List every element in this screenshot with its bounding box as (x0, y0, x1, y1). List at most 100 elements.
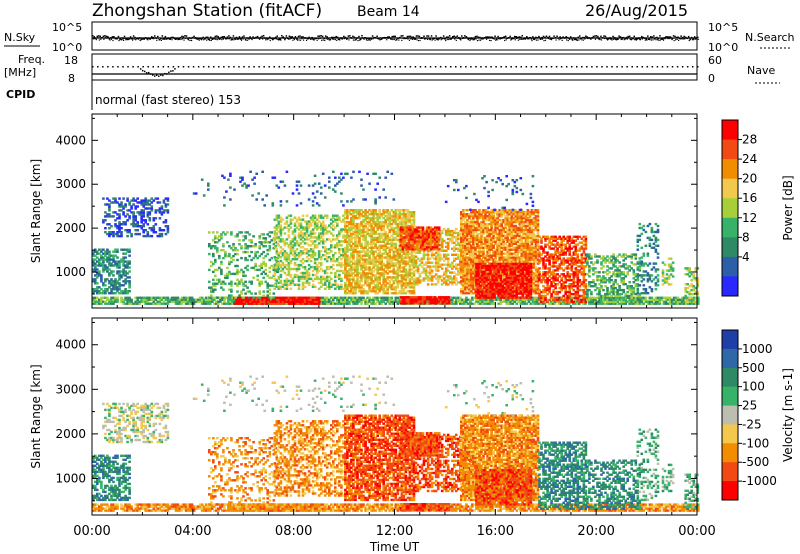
echo-cell (321, 216, 325, 219)
echo-cell (435, 300, 439, 303)
echo-cell (402, 260, 406, 263)
nsearch-dot (513, 38, 515, 40)
echo-cell (390, 238, 394, 242)
echo-cell (396, 218, 400, 222)
echo-cell (384, 292, 387, 295)
echo-cell (273, 287, 277, 290)
echo-cell (252, 276, 255, 279)
echo-cell (382, 274, 385, 277)
echo-cell (378, 248, 381, 251)
nave-dot (213, 66, 215, 68)
echo-cell (610, 298, 613, 301)
echo-cell (102, 264, 105, 267)
echo-cell (396, 228, 400, 232)
echo-cell (372, 260, 375, 263)
echo-cell (588, 296, 591, 299)
echo-cell (120, 232, 123, 236)
echo-cell (338, 269, 341, 273)
echo-cell (539, 298, 543, 301)
echo-cell (287, 246, 291, 249)
echo-cell (242, 282, 245, 285)
echo-cell (390, 216, 394, 220)
nsearch-dot (478, 39, 480, 41)
echo-cell (313, 240, 317, 243)
echo-cell (344, 246, 347, 249)
echo-cell (350, 232, 353, 236)
nave-dot (530, 66, 533, 68)
echo-cell (279, 273, 283, 277)
echo-cell (386, 282, 389, 285)
echo-cell (396, 284, 400, 287)
echo-cell (364, 250, 367, 253)
echo-cell (598, 302, 601, 305)
echo-cell (268, 241, 272, 244)
nsearch-dot (183, 39, 185, 41)
echo-cell (505, 302, 508, 305)
echo-cell (364, 282, 367, 285)
echo-cell (328, 248, 331, 251)
echo-cell (410, 260, 414, 263)
nsearch-dot (544, 39, 547, 41)
echo-cell (344, 220, 347, 224)
echo-cell (441, 302, 445, 305)
echo-cell (370, 211, 373, 214)
echo-cell (277, 285, 281, 288)
echo-cell (664, 298, 668, 301)
echo-cell (358, 224, 361, 228)
echo-cell (152, 227, 156, 230)
echo-cell (392, 238, 396, 242)
echo-cell (408, 268, 412, 271)
echo-cell (372, 220, 375, 224)
echo-cell (124, 203, 127, 206)
echo-cell (342, 218, 345, 221)
echo-cell (344, 256, 347, 259)
nsky-dot (545, 35, 548, 37)
echo-cell (108, 298, 111, 301)
echo-cell (354, 230, 357, 234)
echo-cell (134, 225, 137, 228)
echo-cell (384, 236, 387, 240)
echo-cell (279, 281, 283, 285)
nsearch-dot (242, 38, 244, 40)
nave-label: Nave (747, 64, 775, 77)
echo-cell (204, 296, 208, 299)
echo-cell (405, 298, 409, 301)
echo-cell (419, 300, 423, 303)
echo-cell (372, 252, 375, 255)
echo-cell (354, 292, 357, 295)
echo-cell (356, 240, 359, 243)
echo-cell (406, 274, 410, 277)
echo-cell (430, 275, 434, 278)
echo-cell (346, 220, 349, 224)
echo-cell (402, 278, 406, 281)
nsky-dot (518, 36, 521, 38)
echo-cell (360, 280, 363, 283)
echo-cell (366, 222, 369, 226)
echo-cell (553, 300, 557, 303)
echo-cell (392, 256, 396, 259)
echo-cell (297, 228, 301, 231)
nave-dot (243, 66, 245, 68)
echo-cell (495, 298, 498, 301)
echo-cell (104, 203, 107, 206)
echo-cell (366, 250, 369, 253)
echo-cell (384, 222, 387, 226)
nsky-dot (662, 38, 664, 40)
echo-cell (392, 215, 396, 218)
echo-cell (386, 215, 389, 218)
echo-cell (426, 251, 430, 254)
echo-cell (92, 280, 95, 283)
nave-dot (581, 66, 583, 68)
cpid-label: CPID (6, 88, 35, 101)
echo-cell (210, 294, 213, 297)
echo-cell (120, 223, 123, 226)
nsearch-dot (661, 38, 663, 40)
echo-cell (289, 246, 293, 249)
nave-dot (192, 66, 195, 68)
echo-cell (311, 265, 315, 269)
echo-cell (98, 248, 101, 251)
echo-cell (307, 220, 311, 223)
echo-cell (116, 234, 119, 238)
echo-cell (582, 298, 585, 301)
echo-cell (330, 240, 333, 243)
